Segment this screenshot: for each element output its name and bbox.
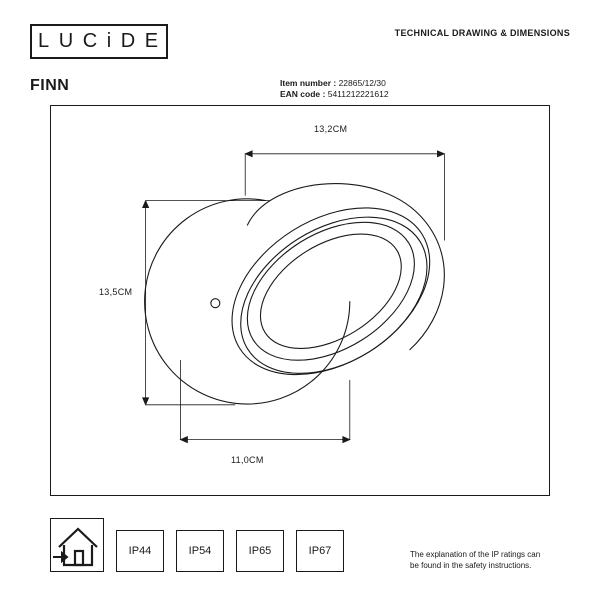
ip-rating-label: IP44 xyxy=(129,545,152,557)
logo-letter: U xyxy=(59,30,75,53)
indoor-house-icon xyxy=(50,518,104,572)
logo-letter: i xyxy=(107,30,113,53)
item-number-value: 22865/12/30 xyxy=(339,78,386,88)
footer: IP44 IP54 IP65 IP67 The explanation of t… xyxy=(50,518,550,572)
ip-note: The explanation of the IP ratings can be… xyxy=(410,550,550,572)
dim-top: 13,2CM xyxy=(314,124,347,134)
ean-value: 5411212221612 xyxy=(328,89,389,99)
header-subtitle: TECHNICAL DRAWING & DIMENSIONS xyxy=(395,28,570,38)
item-number-label: Item number : xyxy=(280,78,336,88)
logo-letter: C xyxy=(83,30,99,53)
ip-rating-label: IP65 xyxy=(249,545,272,557)
ean-label: EAN code : xyxy=(280,89,325,99)
product-drawing xyxy=(51,106,549,494)
ip-rating-label: IP67 xyxy=(309,545,332,557)
ip-rating-label: IP54 xyxy=(189,545,212,557)
ip-rating-box: IP54 xyxy=(176,530,224,572)
logo-letter: D xyxy=(121,30,137,53)
drawing-frame: 13,2CM 13,5CM 11,0CM xyxy=(50,105,550,496)
logo-letter: L xyxy=(38,30,51,53)
dim-left: 13,5CM xyxy=(99,287,132,297)
dim-bottom: 11,0CM xyxy=(231,455,264,465)
ip-rating-box: IP67 xyxy=(296,530,344,572)
ip-rating-box: IP65 xyxy=(236,530,284,572)
product-codes: Item number : 22865/12/30 EAN code : 541… xyxy=(280,78,389,101)
brand-logo: L U C i D E xyxy=(30,24,168,59)
logo-letter: E xyxy=(145,30,160,53)
ip-rating-box: IP44 xyxy=(116,530,164,572)
